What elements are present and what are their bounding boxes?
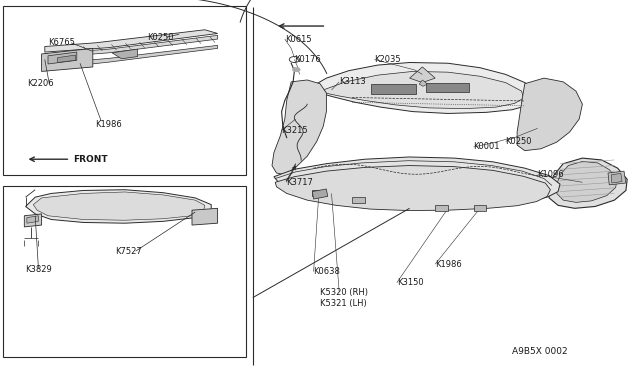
- Text: K3829: K3829: [26, 265, 52, 274]
- Polygon shape: [320, 71, 524, 109]
- Bar: [352, 197, 365, 203]
- Polygon shape: [192, 208, 218, 225]
- Polygon shape: [48, 52, 77, 64]
- Bar: [474, 205, 486, 211]
- Polygon shape: [45, 35, 218, 58]
- Polygon shape: [549, 158, 627, 208]
- Text: K3215: K3215: [282, 126, 308, 135]
- Polygon shape: [27, 216, 38, 223]
- Text: K5321 (LH): K5321 (LH): [320, 299, 367, 308]
- Bar: [3, 186, 246, 357]
- Polygon shape: [410, 67, 435, 83]
- Polygon shape: [26, 190, 211, 223]
- Text: A9B5X 0002: A9B5X 0002: [512, 347, 568, 356]
- Bar: [312, 190, 325, 196]
- Text: K2035: K2035: [374, 55, 401, 64]
- Text: K0176: K0176: [294, 55, 321, 64]
- Polygon shape: [112, 49, 138, 59]
- Text: K0615: K0615: [285, 35, 312, 44]
- Text: K1096: K1096: [538, 170, 564, 179]
- Polygon shape: [517, 78, 582, 151]
- Polygon shape: [64, 45, 218, 67]
- Text: K7527: K7527: [115, 247, 142, 256]
- Text: K1986: K1986: [95, 120, 122, 129]
- Polygon shape: [312, 189, 328, 199]
- Text: K1986: K1986: [435, 260, 462, 269]
- Polygon shape: [608, 171, 626, 185]
- Polygon shape: [274, 157, 560, 207]
- Text: K0001: K0001: [474, 142, 500, 151]
- Polygon shape: [557, 161, 617, 202]
- Text: K3150: K3150: [397, 278, 424, 287]
- Text: K3113: K3113: [339, 77, 366, 86]
- Text: K6765: K6765: [48, 38, 75, 47]
- Text: K5320 (RH): K5320 (RH): [320, 288, 368, 296]
- Polygon shape: [611, 173, 622, 183]
- Polygon shape: [275, 166, 550, 211]
- Polygon shape: [42, 48, 93, 71]
- Text: K3717: K3717: [286, 178, 313, 187]
- Polygon shape: [45, 30, 218, 52]
- Polygon shape: [58, 55, 76, 62]
- Polygon shape: [272, 80, 326, 175]
- Bar: [426, 83, 469, 92]
- Bar: [371, 84, 416, 94]
- Text: FRONT: FRONT: [74, 155, 108, 164]
- Polygon shape: [307, 62, 539, 113]
- Text: K0638: K0638: [314, 267, 340, 276]
- Text: K0250: K0250: [147, 33, 173, 42]
- Bar: [3, 6, 246, 175]
- Bar: [435, 205, 448, 211]
- Circle shape: [292, 67, 300, 72]
- Text: K2206: K2206: [27, 79, 54, 88]
- Polygon shape: [419, 80, 428, 86]
- Text: K0250: K0250: [506, 137, 532, 146]
- Polygon shape: [33, 192, 205, 220]
- Polygon shape: [24, 214, 42, 227]
